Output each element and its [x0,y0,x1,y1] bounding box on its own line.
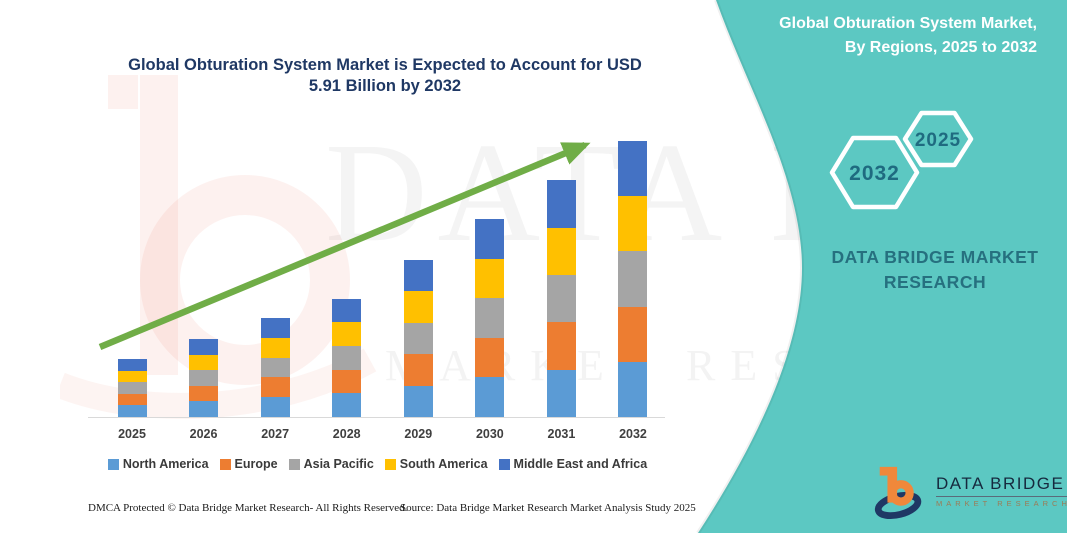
brand-wordmark-line1: DATA BRIDGE MARKET [831,247,1039,267]
bar-2031-segment-south-america [546,227,576,275]
bar-2027-segment-south-america [260,337,290,358]
dmca-copyright-text: DMCA Protected © Data Bridge Market Rese… [88,502,408,514]
bar-2026-segment-europe [189,385,219,402]
bar-2025-segment-north-america [117,405,147,417]
brand-wordmark-line2: RESEARCH [883,272,987,292]
x-axis-label-2027: 2027 [261,427,290,441]
bar-2026-segment-asia-pacific [189,370,219,386]
legend-item-south-america: South America [384,457,488,471]
legend-label-middle-east-and-africa: Middle East and Africa [513,457,648,471]
legend-swatch-asia-pacific [288,458,300,470]
x-axis-line [88,417,665,418]
bar-2028-segment-europe [332,369,362,394]
x-axis-label-2030: 2030 [475,427,504,441]
bar-2031 [546,180,576,417]
x-axis-label-2028: 2028 [332,427,361,441]
legend-swatch-europe [219,458,231,470]
bar-2027-segment-europe [260,377,290,398]
bar-2030-segment-south-america [475,258,505,299]
bar-2032-segment-europe [618,306,648,362]
bar-2031-segment-middle-east-and-africa [546,180,576,228]
bar-2029-segment-north-america [403,385,433,417]
legend-item-north-america: North America [107,457,209,471]
bar-2028 [332,298,362,417]
chart-title-line2: 5.91 Billion by 2032 [308,77,462,95]
bar-2032-segment-middle-east-and-africa [618,141,648,197]
bar-2027 [260,318,290,417]
bar-2031-segment-asia-pacific [546,274,576,323]
bar-2028-segment-middle-east-and-africa [332,298,362,323]
bar-2028-segment-south-america [332,322,362,347]
bar-2030-segment-middle-east-and-africa [475,219,505,259]
x-axis-label-2031: 2031 [547,427,576,441]
hexagon-2025 [902,110,974,168]
bar-2026-segment-north-america [189,401,219,417]
side-panel-shape [698,0,1067,533]
bar-2032-segment-asia-pacific [618,251,648,307]
hexagon-2032 [829,135,920,210]
bar-2026 [189,339,219,417]
bar-2027-segment-north-america [260,397,290,417]
bar-2029-segment-middle-east-and-africa [403,260,433,292]
bar-2029-segment-asia-pacific [403,322,433,355]
company-logo: DATA BRIDGE MARKET RESEARCH [872,462,1067,520]
side-panel-title: Global Obturation System Market, By Regi… [745,12,1037,60]
brand-wordmark: DATA BRIDGE MARKET RESEARCH [810,245,1060,295]
x-axis-label-2026: 2026 [189,427,218,441]
legend-swatch-south-america [384,458,396,470]
legend-label-south-america: South America [399,457,488,471]
bar-2029-segment-europe [403,354,433,386]
legend-label-north-america: North America [122,457,209,471]
company-logo-icon [874,466,922,520]
bar-2026-segment-south-america [189,354,219,371]
bar-2029-segment-south-america [403,291,433,323]
bar-2025-segment-middle-east-and-africa [117,359,147,371]
bar-2029 [403,260,433,417]
bar-2025-segment-south-america [117,370,147,383]
legend-item-middle-east-and-africa: Middle East and Africa [498,457,648,471]
bar-2025-segment-asia-pacific [117,382,147,394]
bar-2028-segment-asia-pacific [332,346,362,370]
source-text: Source: Data Bridge Market Research Mark… [400,502,696,514]
x-axis-label-2032: 2032 [619,427,647,441]
legend-swatch-middle-east-and-africa [498,458,510,470]
company-logo-subtitle: MARKET RESEARCH [936,499,1067,508]
legend-item-asia-pacific: Asia Pacific [288,457,374,471]
bar-2026-segment-middle-east-and-africa [189,339,219,355]
bar-2030-segment-asia-pacific [475,298,505,338]
bar-2031-segment-north-america [546,369,576,417]
x-axis-label-2025: 2025 [118,427,146,441]
hexagon-year-2032: 2032 [849,162,900,185]
bar-2025-segment-europe [117,393,147,406]
bar-2027-segment-asia-pacific [260,357,290,378]
bar-2025 [117,359,147,417]
bar-2032-segment-south-america [618,196,648,252]
company-logo-name: DATA BRIDGE [936,474,1067,497]
legend-item-europe: Europe [219,457,278,471]
bar-2030 [475,219,505,417]
bar-2028-segment-north-america [332,393,362,417]
bar-2032 [618,141,648,417]
legend-swatch-north-america [107,458,119,470]
bar-2030-segment-europe [475,337,505,378]
bar-2027-segment-middle-east-and-africa [260,318,290,338]
stacked-bar-chart: 2025 2026 2027 2028 2029 2030 2031 2032 [85,130,670,441]
bar-2030-segment-north-america [475,377,505,417]
chart-title: Global Obturation System Market is Expec… [100,55,670,97]
side-panel-title-line2: By Regions, 2025 to 2032 [844,39,1037,56]
x-axis-label-2029: 2029 [404,427,433,441]
chart-title-line1: Global Obturation System Market is Expec… [128,56,642,74]
bar-2032-segment-north-america [618,361,648,417]
year-hexagons: 2025 2032 [829,110,974,210]
side-panel-title-line1: Global Obturation System Market, [779,15,1037,32]
chart-legend: North America Europe Asia Pacific South Ame… [85,457,670,471]
hexagon-year-2025: 2025 [915,130,961,151]
legend-label-asia-pacific: Asia Pacific [303,457,374,471]
trend-arrow [98,141,591,351]
legend-label-europe: Europe [234,457,278,471]
bar-2031-segment-europe [546,322,576,370]
